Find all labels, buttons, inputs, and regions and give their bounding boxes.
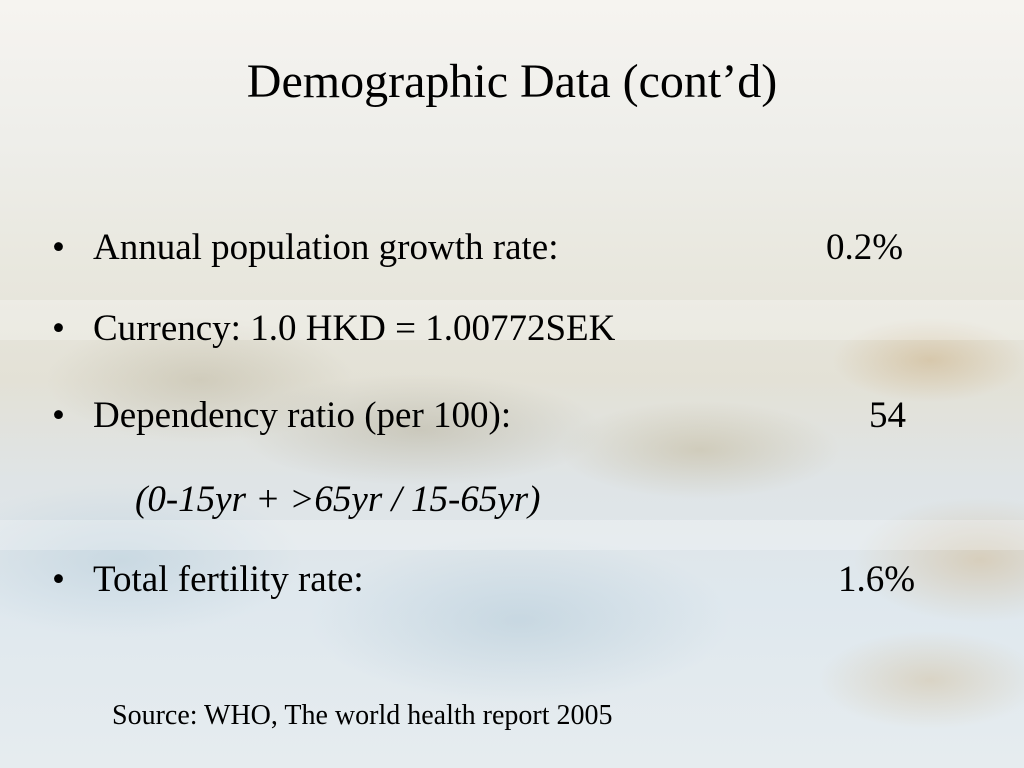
haze-band (0, 520, 1024, 550)
bullet-label: Total fertility rate: (93, 559, 364, 600)
source-citation: Source: WHO, The world health report 200… (112, 700, 613, 731)
bullet-label: Annual population growth rate: (93, 227, 559, 268)
bullet-growth-rate: • Annual population growth rate: 0.2% (52, 224, 952, 272)
bullet-label: Dependency ratio (per 100): (93, 395, 512, 436)
bullet-marker: • (52, 227, 65, 268)
bullet-value: 54 (869, 395, 906, 436)
haze-band (0, 300, 1024, 340)
bullet-dependency-ratio: • Dependency ratio (per 100): 54 (52, 392, 952, 440)
bullet-label: Currency: 1.0 HKD = 1.00772SEK (93, 308, 616, 349)
bullet-value: 1.6% (838, 559, 916, 600)
bullet-marker: • (52, 395, 65, 436)
bullet-marker: • (52, 308, 65, 349)
bullet-value: 0.2% (826, 227, 904, 268)
dependency-ratio-formula: (0-15yr + >65yr / 15-65yr) (135, 479, 541, 520)
bullet-fertility-rate: • Total fertility rate: 1.6% (52, 556, 952, 604)
slide-title: Demographic Data (cont’d) (246, 55, 778, 108)
bullet-currency: • Currency: 1.0 HKD = 1.00772SEK (52, 305, 952, 353)
bullet-marker: • (52, 559, 65, 600)
